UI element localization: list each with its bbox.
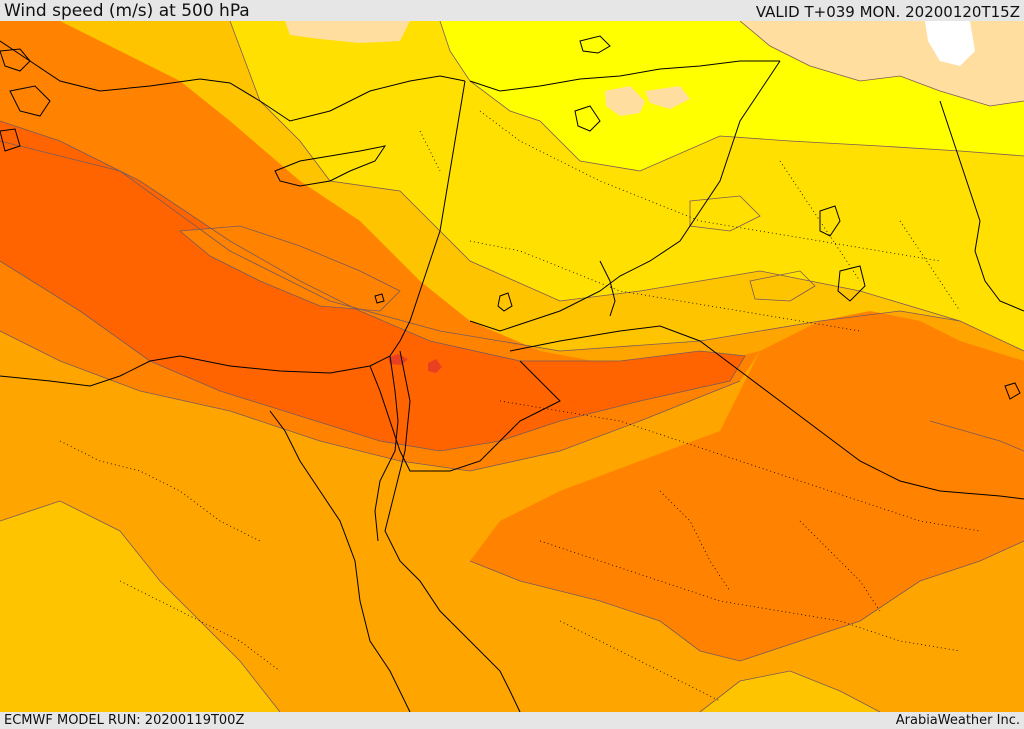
valid-time-label: VALID T+039 MON. 20200120T15Z (755, 3, 1020, 21)
wind-speed-map (0, 21, 1024, 712)
band-jet-center-lighter (180, 226, 400, 311)
contour-lines (0, 21, 1024, 712)
band-gold-lower-mid (700, 671, 880, 712)
band-red-spot-1 (388, 354, 408, 365)
header-bar: Wind speed (m/s) at 500 hPa VALID T+039 … (0, 0, 1024, 21)
band-peach-small-1 (605, 86, 645, 116)
band-jet-core (0, 121, 745, 451)
province-borders (59, 110, 981, 702)
band-peach-top-left (285, 21, 410, 43)
band-dark-orange-southeast (930, 421, 1024, 541)
band-peach-small-2 (645, 86, 690, 109)
band-red-spot-2 (428, 359, 442, 373)
footer-bar: ECMWF MODEL RUN: 20200119T00Z ArabiaWeat… (0, 712, 1024, 729)
band-gold-lower-left (0, 501, 280, 712)
credit-label: ArabiaWeather Inc. (895, 713, 1020, 728)
map-title: Wind speed (m/s) at 500 hPa (4, 1, 250, 21)
band-dark-orange-east (470, 311, 1024, 661)
coastlines (0, 35, 1024, 712)
model-run-label: ECMWF MODEL RUN: 20200119T00Z (4, 713, 245, 728)
band-white-patch (925, 21, 975, 66)
